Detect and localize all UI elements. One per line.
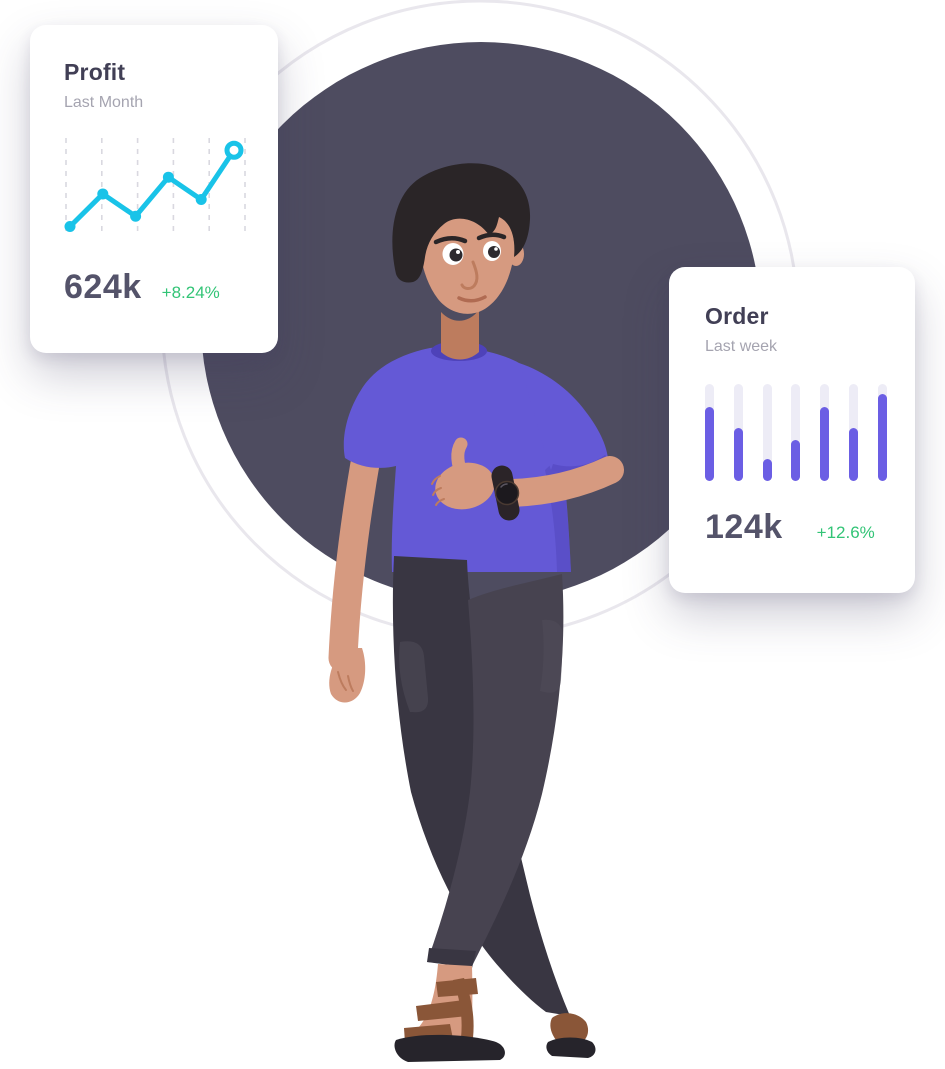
profit-line-chart <box>64 138 246 237</box>
bar-track <box>762 384 772 481</box>
profit-value: 624k <box>64 268 142 306</box>
hanging-arm <box>328 437 382 673</box>
fist <box>435 462 495 510</box>
right-eye-iris <box>488 246 500 258</box>
watch-face <box>494 480 520 506</box>
profit-change: +8.24% <box>161 283 220 302</box>
order-card: Order Last week 124k +12.6% <box>669 267 915 593</box>
order-subtitle: Last week <box>705 338 778 355</box>
data-point <box>130 210 142 222</box>
order-value: 124k <box>705 508 783 546</box>
hanging-hand <box>329 648 366 703</box>
bar-fill <box>705 407 714 481</box>
bar-fill <box>849 427 859 481</box>
profit-title: Profit <box>64 59 126 85</box>
front-leg <box>427 574 564 966</box>
hair <box>392 163 531 283</box>
pants-pocket-left <box>399 641 429 713</box>
tshirt-sleeve-shadow <box>551 455 608 473</box>
forearm <box>498 456 624 507</box>
bar-track <box>820 384 830 481</box>
profit-card: Profit Last Month 624k +8.24% <box>30 25 278 353</box>
bar-track <box>791 384 801 481</box>
bar-track <box>733 384 743 481</box>
mouth <box>457 295 487 303</box>
bar-fill <box>762 458 772 481</box>
data-point <box>224 140 244 160</box>
pants-pocket-right <box>540 619 563 693</box>
bar-track <box>705 384 714 481</box>
hanging-hand-fingers <box>337 671 354 692</box>
bar-track <box>877 384 887 481</box>
profit-summary: 624k +8.24% <box>64 268 278 307</box>
left-eye-glint <box>456 250 460 254</box>
data-point <box>195 194 207 206</box>
bar-fill <box>820 407 830 481</box>
thumb <box>451 437 470 484</box>
order-title: Order <box>705 303 769 329</box>
character-3d-man <box>328 163 624 1062</box>
front-sandal-sole <box>394 1034 505 1062</box>
left-eye-iris <box>449 248 463 262</box>
right-eyebrow <box>476 232 507 241</box>
order-change: +12.6% <box>816 523 875 542</box>
bar-fill <box>733 427 743 481</box>
front-sandal-mid-strap <box>416 1000 468 1021</box>
profit-subtitle: Last Month <box>64 94 144 111</box>
order-bar-chart <box>705 384 887 481</box>
tshirt-right-sleeve <box>519 363 608 473</box>
data-point <box>162 171 174 183</box>
fist-finger-lines <box>431 475 445 506</box>
neck <box>441 310 479 360</box>
back-sandal-sole <box>546 1037 596 1058</box>
front-sandal-ankle-strap <box>436 978 478 997</box>
nose <box>460 260 479 290</box>
bar-fill <box>791 440 801 481</box>
data-point <box>97 188 109 200</box>
order-summary: 124k +12.6% <box>705 508 915 547</box>
bar-fill <box>877 393 887 481</box>
watch-glint <box>500 483 508 488</box>
right-eye-glint <box>494 247 498 251</box>
left-eyebrow <box>433 236 468 245</box>
bar-track <box>849 384 859 481</box>
back-sandal-strap <box>550 1013 589 1042</box>
pants-cuff <box>427 948 476 968</box>
profit-line <box>67 147 237 229</box>
data-point <box>64 220 76 232</box>
